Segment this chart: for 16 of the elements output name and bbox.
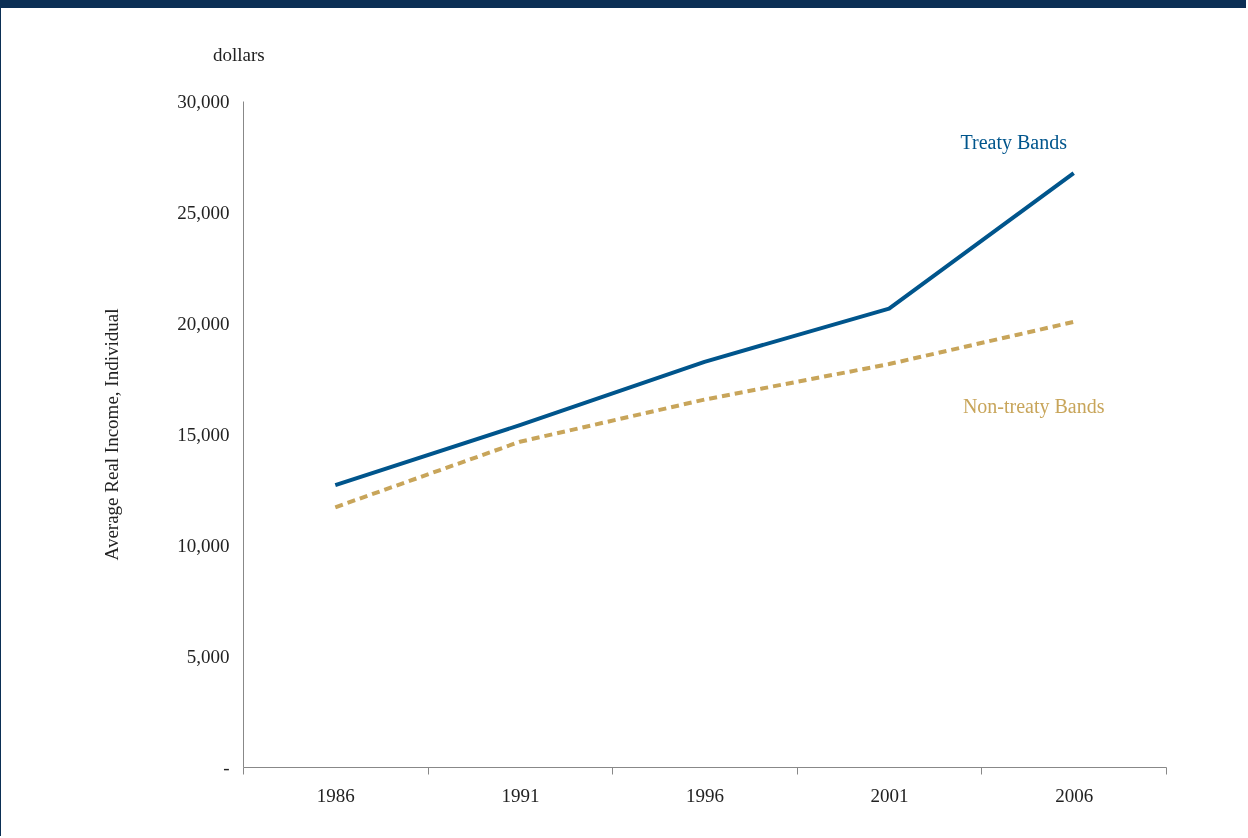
y-tick-label: 30,000 [177,90,230,112]
y-tick-label: - [223,756,230,778]
x-tick-label: 1986 [316,784,355,806]
x-tick-label: 2001 [870,784,909,806]
y-tick-label: 15,000 [177,423,230,445]
y-axis-title: Average Real Income, Individual [101,308,123,561]
y-tick-label: 10,000 [177,534,230,556]
series-label: Treaty Bands [960,131,1068,155]
text: Non-treaty Bands [962,394,1105,418]
x-tick-label: 2006 [1055,784,1094,806]
x-tick-label: 1991 [501,784,540,806]
x-tick-label: 1996 [686,784,724,806]
y-tick-label: 20,000 [177,312,230,334]
y-tick-label: 25,000 [177,201,230,223]
y-tick-label: 5,000 [186,645,230,667]
text: dollars [213,44,265,66]
